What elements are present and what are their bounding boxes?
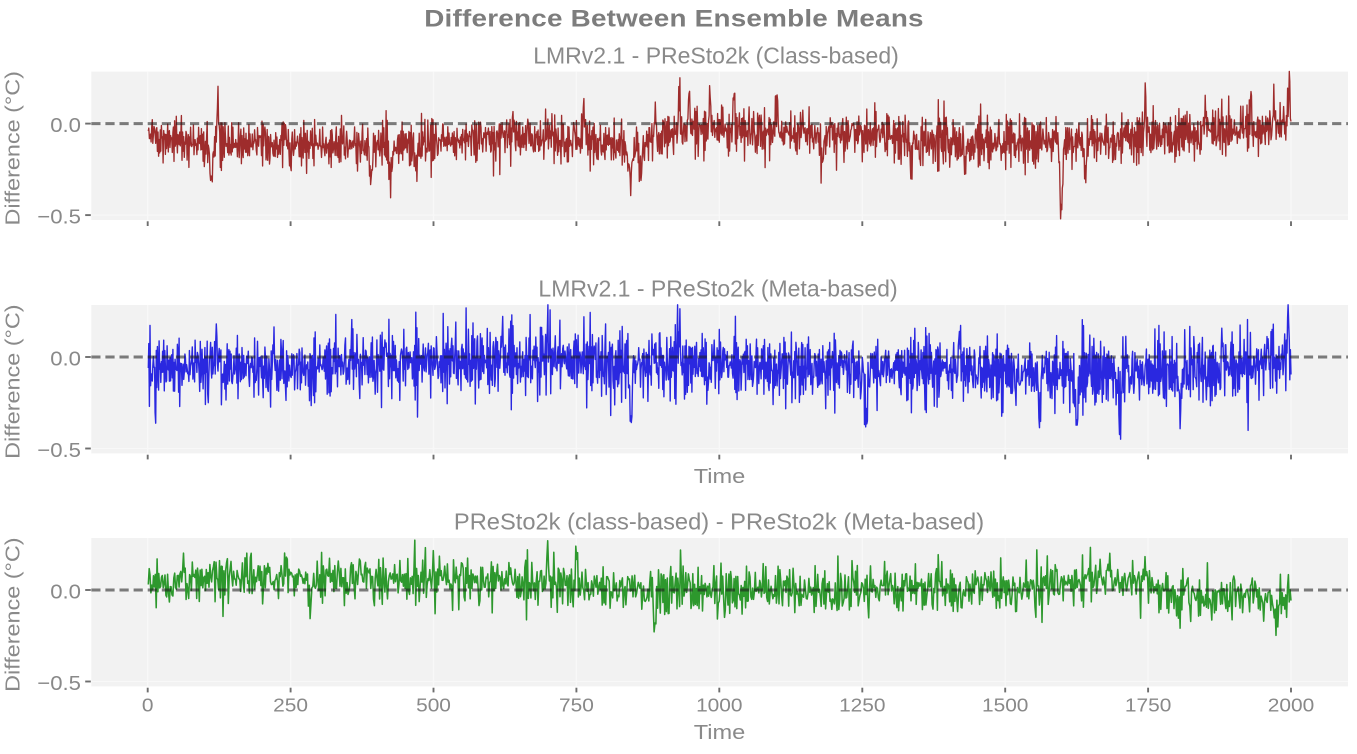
svg-text:−0.5: −0.5 [37, 672, 81, 695]
svg-text:2000: 2000 [1268, 696, 1314, 717]
svg-text:1750: 1750 [1125, 696, 1171, 717]
svg-text:−0.5: −0.5 [37, 439, 81, 462]
svg-text:LMRv2.1 - PReSto2k (Meta-based: LMRv2.1 - PReSto2k (Meta-based) [538, 275, 897, 301]
svg-text:0.0: 0.0 [50, 114, 81, 137]
svg-text:PReSto2k (class-based) - PReSt: PReSto2k (class-based) - PReSto2k (Meta-… [454, 509, 984, 535]
svg-text:750: 750 [559, 696, 594, 717]
svg-text:1500: 1500 [982, 696, 1028, 717]
svg-text:Time: Time [694, 721, 746, 744]
svg-text:250: 250 [273, 696, 308, 717]
svg-text:Difference (°C): Difference (°C) [1, 537, 24, 691]
svg-text:Time: Time [694, 465, 746, 488]
svg-text:0.0: 0.0 [50, 580, 81, 603]
svg-text:1000: 1000 [696, 696, 742, 717]
svg-text:0.0: 0.0 [50, 347, 81, 370]
svg-text:500: 500 [416, 696, 451, 717]
svg-text:LMRv2.1 - PReSto2k (Class-base: LMRv2.1 - PReSto2k (Class-based) [533, 42, 899, 68]
svg-text:Difference (°C): Difference (°C) [1, 304, 24, 458]
svg-text:−0.5: −0.5 [37, 205, 81, 228]
svg-text:Difference (°C): Difference (°C) [1, 71, 24, 225]
svg-text:1250: 1250 [839, 696, 885, 717]
svg-text:0: 0 [142, 696, 154, 717]
svg-text:Difference Between Ensemble Me: Difference Between Ensemble Means [424, 4, 924, 32]
